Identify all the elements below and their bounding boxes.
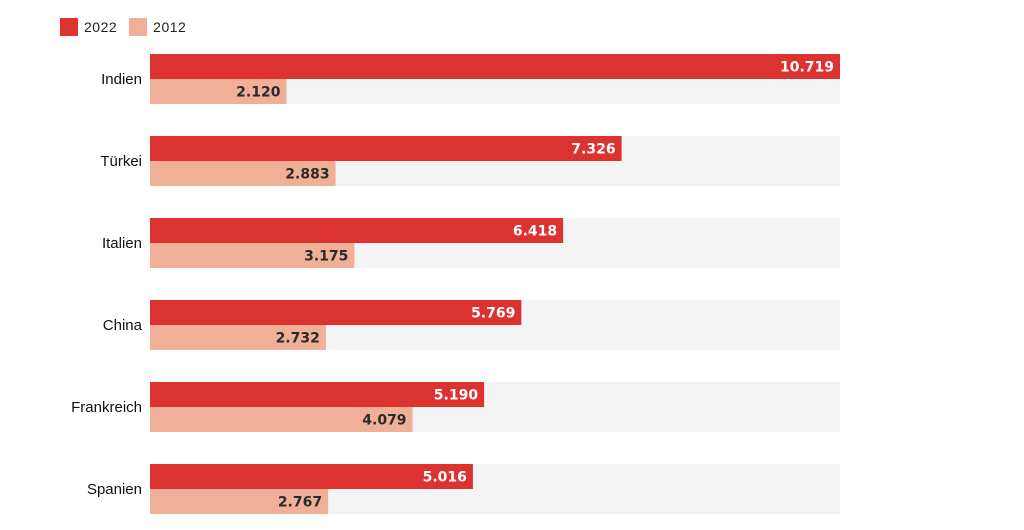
legend-item-2022: 2022 <box>60 18 117 36</box>
bar-2012-china <box>150 325 326 350</box>
value-label-2022-italien: 6.418 <box>513 224 557 240</box>
bar-2012-frankreich <box>150 407 413 432</box>
bar-2022-türkei <box>150 136 622 161</box>
bar-2022-indien <box>150 54 840 79</box>
value-label-2012-spanien: 2.767 <box>278 495 322 511</box>
value-label-2012-china: 2.732 <box>276 331 320 347</box>
bar-2022-frankreich <box>150 382 485 407</box>
category-label-china: China <box>103 317 143 334</box>
legend-swatch-2012 <box>129 18 148 36</box>
bar-2022-italien <box>150 218 564 243</box>
value-label-2022-frankreich: 5.190 <box>434 388 479 404</box>
value-label-2022-spanien: 5.016 <box>423 470 467 486</box>
value-label-2012-indien: 2.120 <box>236 85 281 101</box>
category-label-türkei: Türkei <box>100 153 142 170</box>
bar-2012-italien <box>150 243 355 268</box>
bar-2022-spanien <box>150 464 473 489</box>
category-label-frankreich: Frankreich <box>71 399 142 416</box>
value-label-2022-indien: 10.719 <box>780 60 834 76</box>
value-label-2022-china: 5.769 <box>471 306 515 322</box>
value-label-2012-türkei: 2.883 <box>285 167 329 183</box>
legend-label-2022: 2022 <box>84 19 118 35</box>
category-label-indien: Indien <box>101 71 142 88</box>
category-label-spanien: Spanien <box>87 481 142 498</box>
value-label-2022-türkei: 7.326 <box>571 142 615 158</box>
legend-item-2012: 2012 <box>129 18 186 36</box>
bar-2012-spanien <box>150 489 329 514</box>
value-label-2012-frankreich: 4.079 <box>362 413 406 429</box>
legend: 2022 2012 <box>60 18 186 36</box>
value-label-2012-italien: 3.175 <box>304 249 348 265</box>
bar-2012-indien <box>150 79 287 104</box>
legend-label-2012: 2012 <box>153 19 187 35</box>
bar-2012-türkei <box>150 161 336 186</box>
category-label-italien: Italien <box>102 235 142 252</box>
bar-2022-china <box>150 300 522 325</box>
legend-swatch-2022 <box>60 18 78 36</box>
